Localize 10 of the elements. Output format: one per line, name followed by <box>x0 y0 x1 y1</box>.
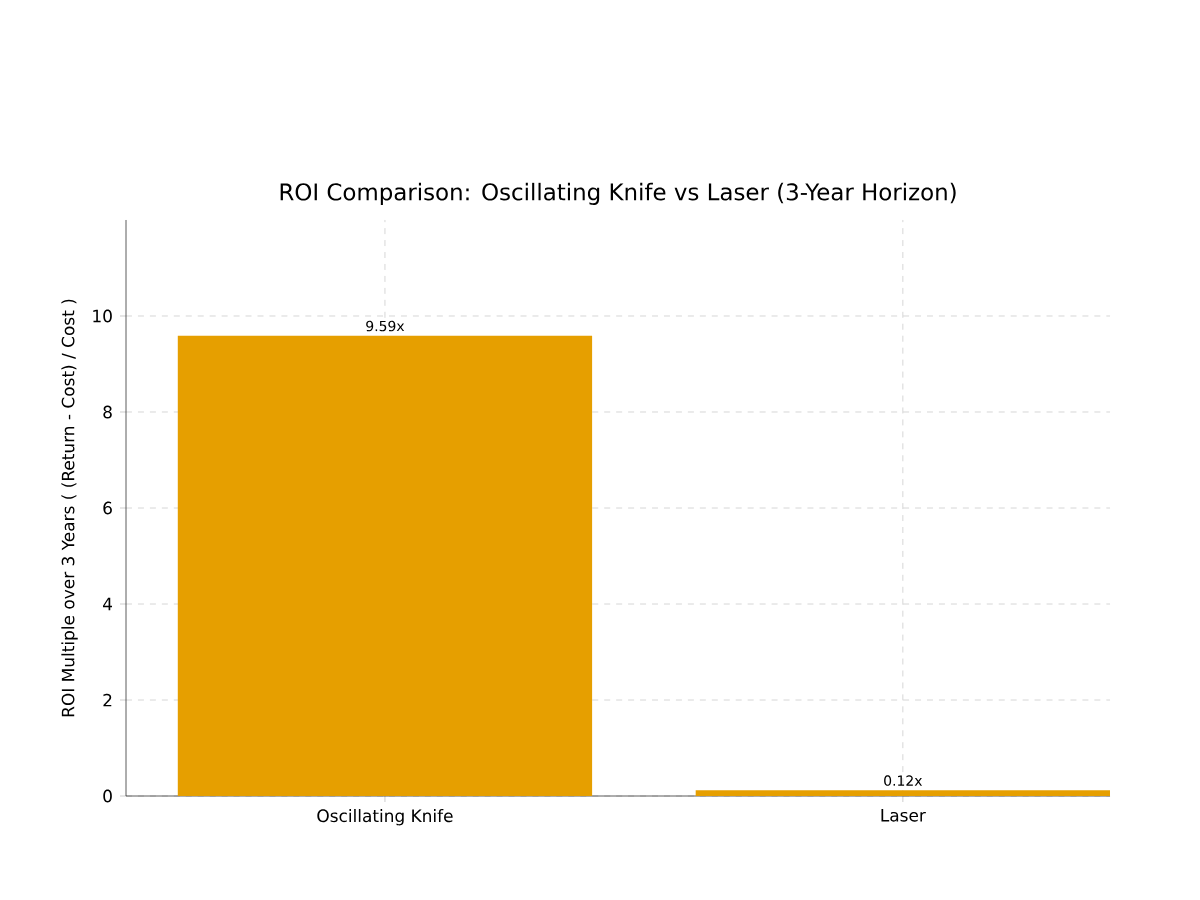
y-tick-label: 8 <box>103 405 112 419</box>
y-tick-label: 10 <box>93 309 112 323</box>
x-tick-label: Laser <box>881 809 926 822</box>
chart-title: ROI Comparison: Oscillating Knife vs Laser (3-Year Horizon) <box>280 182 956 205</box>
y-tick-label: 6 <box>103 501 112 515</box>
y-tick-label: 0 <box>103 789 112 803</box>
x-tick-label: Oscillating Knife <box>317 809 453 826</box>
y-axis-title: ROI Multiple over 3 Years ( (Return - Cost) / Cost ) <box>61 299 78 717</box>
y-tick-label: 2 <box>103 693 112 707</box>
y-tick-label: 4 <box>103 597 112 611</box>
